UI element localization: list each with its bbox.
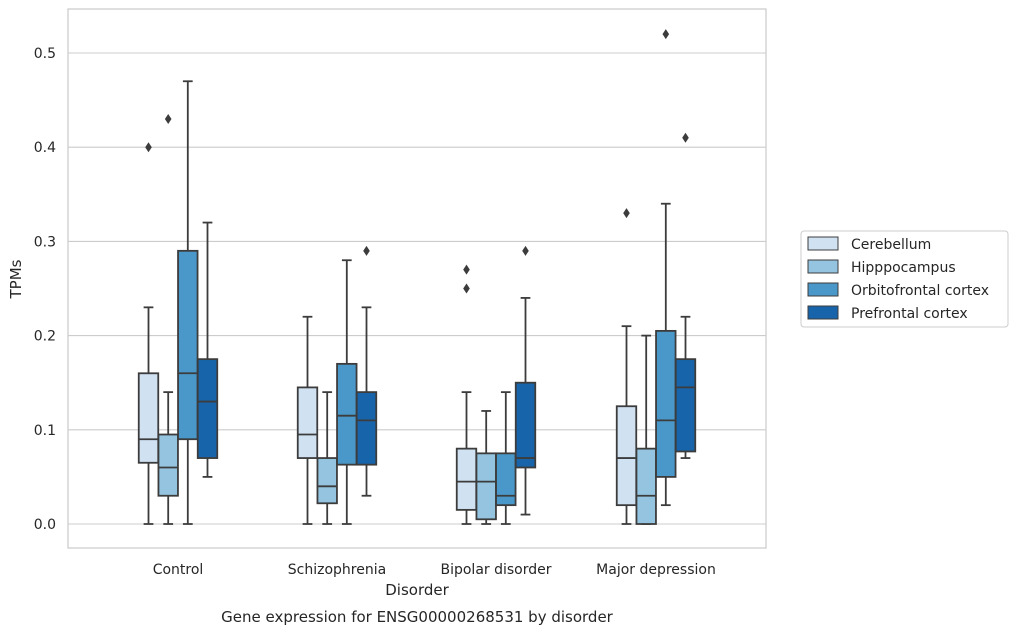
box-iqr xyxy=(674,358,697,453)
outlier-point xyxy=(682,132,689,143)
y-tick-label: 0.2 xyxy=(34,329,56,345)
box-cerebellum xyxy=(455,264,478,525)
y-axis-ticks: 0.0 0.1 0.2 0.3 0.4 0.5 xyxy=(34,46,56,533)
legend-frame xyxy=(800,230,1009,328)
box-iqr xyxy=(137,372,160,464)
outlier-point xyxy=(164,113,172,124)
y-tick-label: 0.1 xyxy=(34,423,56,439)
box-orbitofrontal-cortex xyxy=(177,80,199,525)
box-prefrontal-cortex xyxy=(674,132,697,459)
y-tick-label: 0.0 xyxy=(34,517,56,533)
box-prefrontal-cortex xyxy=(196,221,219,478)
box-iqr xyxy=(355,391,378,466)
box-hipppocampus xyxy=(635,334,657,525)
x-axis-label: Disorder xyxy=(385,581,449,599)
box-hipppocampus xyxy=(157,113,179,525)
box-cerebellum xyxy=(296,315,319,525)
box-iqr xyxy=(316,457,338,505)
legend-swatch xyxy=(807,282,839,297)
outlier-point xyxy=(463,264,470,275)
box-cerebellum xyxy=(137,142,160,525)
box-iqr xyxy=(196,358,219,459)
legend-label: Hipppocampus xyxy=(851,260,956,276)
x-axis-ticks: Control Schizophrenia Bipolar disorder Majo… xyxy=(153,562,716,578)
box-prefrontal-cortex xyxy=(514,245,537,516)
box-iqr xyxy=(635,447,657,525)
box-iqr xyxy=(157,433,179,497)
plot-frame xyxy=(67,8,767,549)
legend-label: Orbitofrontal cortex xyxy=(851,283,989,299)
x-tick-label: Control xyxy=(153,562,204,578)
y-tick-label: 0.5 xyxy=(34,46,56,62)
legend-swatch xyxy=(807,236,839,251)
box-cerebellum xyxy=(615,208,638,525)
chart-caption: Gene expression for ENSG00000268531 by d… xyxy=(221,608,614,626)
y-tick-label: 0.3 xyxy=(34,234,56,250)
box-iqr xyxy=(615,405,638,507)
legend-label: Cerebellum xyxy=(851,237,931,253)
box-orbitofrontal-cortex xyxy=(495,391,517,525)
box-iqr xyxy=(455,447,478,511)
box-hipppocampus xyxy=(316,391,338,525)
box-prefrontal-cortex xyxy=(355,245,378,497)
y-axis-label: TPMs xyxy=(7,259,25,299)
x-tick-label: Major depression xyxy=(596,562,716,578)
legend-swatch xyxy=(807,305,839,320)
box-iqr xyxy=(475,452,497,521)
box-groups xyxy=(137,29,697,525)
outlier-point xyxy=(463,283,470,294)
box-iqr xyxy=(296,386,319,459)
y-tick-label: 0.4 xyxy=(34,140,56,156)
box-orbitofrontal-cortex xyxy=(655,29,677,507)
outlier-point xyxy=(363,245,370,256)
outlier-point xyxy=(662,29,670,40)
box-iqr xyxy=(655,329,677,478)
x-tick-label: Bipolar disorder xyxy=(440,562,551,578)
outlier-point xyxy=(522,245,529,256)
legend-label: Prefrontal cortex xyxy=(851,306,968,322)
box-iqr xyxy=(177,249,199,441)
x-tick-label: Schizophrenia xyxy=(288,562,386,578)
outlier-point xyxy=(623,208,630,219)
box-iqr xyxy=(514,381,537,469)
outlier-point xyxy=(145,142,152,153)
box-iqr xyxy=(336,362,358,466)
legend: Cerebellum Hipppocampus Orbitofrontal cort… xyxy=(800,230,1009,328)
legend-swatch xyxy=(807,259,839,274)
box-iqr xyxy=(495,452,517,507)
